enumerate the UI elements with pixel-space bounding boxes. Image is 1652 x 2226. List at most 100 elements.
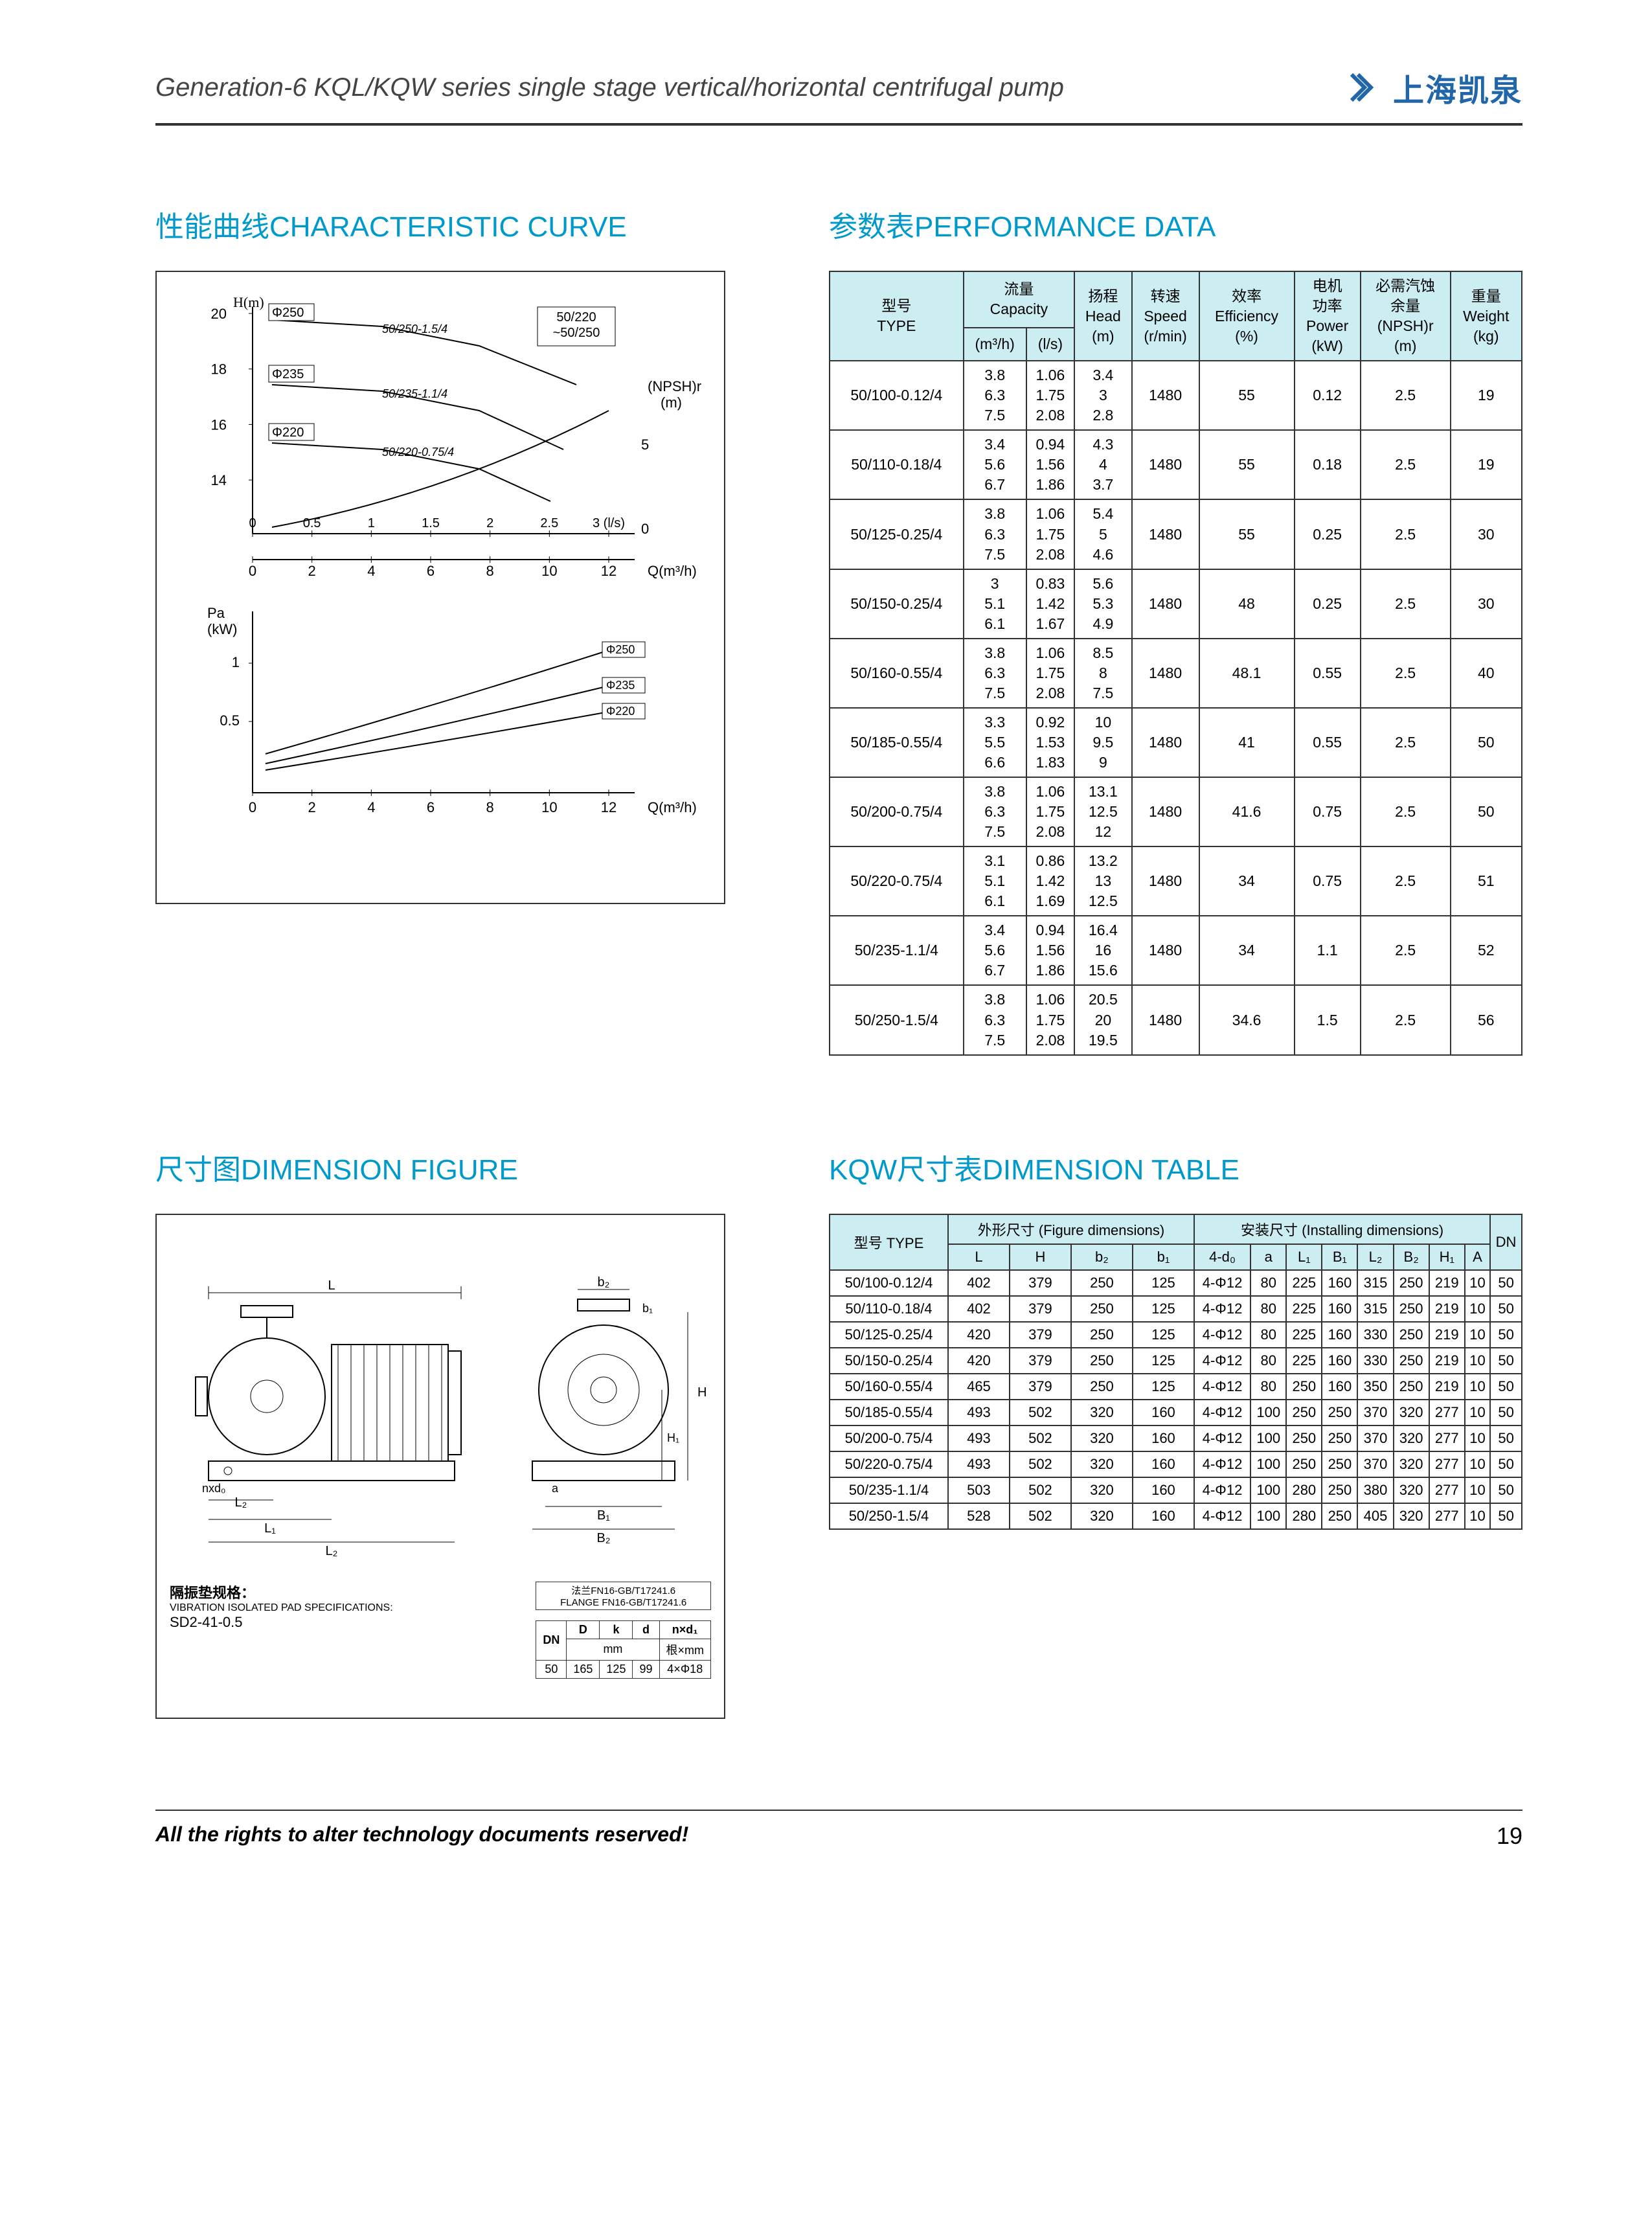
svg-text:14: 14 bbox=[211, 472, 227, 488]
dim-col-H: H bbox=[1010, 1244, 1071, 1270]
flange-title: 法兰FN16-GB/T17241.6 FLANGE FN16-GB/T17241… bbox=[536, 1582, 711, 1610]
dim-cell: 4-Φ12 bbox=[1194, 1296, 1250, 1322]
perf-row: 50/150-0.25/43 5.1 6.10.83 1.42 1.675.6 … bbox=[830, 569, 1522, 639]
dim-col-A: A bbox=[1465, 1244, 1490, 1270]
dim-cell: 402 bbox=[948, 1296, 1010, 1322]
dim-cell-type: 50/160-0.55/4 bbox=[830, 1374, 948, 1400]
fl-r-2: 125 bbox=[600, 1660, 633, 1678]
dim-cell: 277 bbox=[1429, 1477, 1465, 1503]
svg-text:(kW): (kW) bbox=[207, 621, 237, 637]
dim-row: 50/110-0.18/44023792501254-Φ128022516031… bbox=[830, 1296, 1522, 1322]
dim-cell: 402 bbox=[948, 1270, 1010, 1296]
dim-cell: 420 bbox=[948, 1348, 1010, 1374]
svg-text:Q(m³/h): Q(m³/h) bbox=[648, 799, 697, 815]
perf-h-weight: 重量 Weight (kg) bbox=[1451, 271, 1522, 361]
perf-cell-eff: 41.6 bbox=[1199, 777, 1295, 846]
flange-table: DN D k d n×d₁ mm根×mm 50 165 125 99 4 bbox=[536, 1620, 711, 1679]
dim-cell: 350 bbox=[1357, 1374, 1393, 1400]
dim-cell: 493 bbox=[948, 1400, 1010, 1425]
dim-cell-type: 50/100-0.12/4 bbox=[830, 1270, 948, 1296]
perf-cell-weight: 56 bbox=[1451, 985, 1522, 1054]
perf-cell-power: 0.75 bbox=[1295, 846, 1361, 916]
dim-cell: 125 bbox=[1133, 1322, 1194, 1348]
perf-cell-weight: 50 bbox=[1451, 708, 1522, 777]
dimfig-title: 尺寸图DIMENSION FIGURE bbox=[155, 1146, 751, 1188]
dim-cell: 493 bbox=[948, 1451, 1010, 1477]
dim-cell: 50 bbox=[1490, 1296, 1522, 1322]
perf-cell-ls: 1.06 1.75 2.08 bbox=[1026, 639, 1074, 708]
perf-cell-ls: 0.94 1.56 1.86 bbox=[1026, 430, 1074, 499]
dim-col-B₂: B₂ bbox=[1394, 1244, 1429, 1270]
dim-cell: 50 bbox=[1490, 1477, 1522, 1503]
dim-cell: 160 bbox=[1322, 1374, 1357, 1400]
svg-text:3 (l/s): 3 (l/s) bbox=[593, 516, 625, 530]
perf-h-eff: 效率 Efficiency (%) bbox=[1199, 271, 1295, 361]
perf-cell-speed: 1480 bbox=[1132, 777, 1199, 846]
dim-cell: 219 bbox=[1429, 1322, 1465, 1348]
perf-cell-npsh: 2.5 bbox=[1361, 777, 1451, 846]
svg-text:10: 10 bbox=[541, 799, 557, 815]
dim-cell: 250 bbox=[1394, 1296, 1429, 1322]
dim-cell: 502 bbox=[1010, 1400, 1071, 1425]
dim-cell: 219 bbox=[1429, 1296, 1465, 1322]
dim-cell: 250 bbox=[1071, 1374, 1133, 1400]
dim-cell-type: 50/150-0.25/4 bbox=[830, 1348, 948, 1374]
perf-cell-ls: 1.06 1.75 2.08 bbox=[1026, 499, 1074, 569]
dim-cell: 160 bbox=[1322, 1296, 1357, 1322]
svg-text:10: 10 bbox=[541, 563, 557, 579]
dim-cell: 4-Φ12 bbox=[1194, 1451, 1250, 1477]
dim-cell: 100 bbox=[1250, 1400, 1286, 1425]
dim-row: 50/185-0.55/44935023201604-Φ121002502503… bbox=[830, 1400, 1522, 1425]
dim-cell: 320 bbox=[1071, 1400, 1133, 1425]
footer-rights: All the rights to alter technology docum… bbox=[155, 1823, 688, 1850]
dim-cell: 160 bbox=[1133, 1425, 1194, 1451]
perf-cell-npsh: 2.5 bbox=[1361, 499, 1451, 569]
perf-cell-npsh: 2.5 bbox=[1361, 639, 1451, 708]
perf-row: 50/185-0.55/43.3 5.5 6.60.92 1.53 1.8310… bbox=[830, 708, 1522, 777]
perf-h-power: 电机 功率 Power (kW) bbox=[1295, 271, 1361, 361]
page-number: 19 bbox=[1497, 1823, 1522, 1850]
dim-cell-type: 50/200-0.75/4 bbox=[830, 1425, 948, 1451]
dim-cell: 315 bbox=[1357, 1270, 1393, 1296]
dim-cell: 277 bbox=[1429, 1425, 1465, 1451]
dim-cell: 493 bbox=[948, 1425, 1010, 1451]
perf-cell-ls: 1.06 1.75 2.08 bbox=[1026, 777, 1074, 846]
perf-h-speed: 转速 Speed (r/min) bbox=[1132, 271, 1199, 361]
page-header: Generation-6 KQL/KQW series single stage… bbox=[155, 65, 1522, 126]
perf-row: 50/220-0.75/43.1 5.1 6.10.86 1.42 1.6913… bbox=[830, 846, 1522, 916]
perf-cell-eff: 34.6 bbox=[1199, 985, 1295, 1054]
perf-cell-npsh: 2.5 bbox=[1361, 916, 1451, 985]
dim-cell: 50 bbox=[1490, 1400, 1522, 1425]
dim-cell: 330 bbox=[1357, 1348, 1393, 1374]
svg-text:2.5: 2.5 bbox=[540, 516, 558, 530]
dim-cell: 250 bbox=[1322, 1503, 1357, 1529]
dim-cell: 380 bbox=[1357, 1477, 1393, 1503]
perf-h-npsh: 必需汽蚀 余量 (NPSH)r (m) bbox=[1361, 271, 1451, 361]
svg-text:L₂: L₂ bbox=[326, 1544, 338, 1558]
dim-cell: 10 bbox=[1465, 1322, 1490, 1348]
curve-title: 性能曲线CHARACTERISTIC CURVE bbox=[155, 203, 751, 245]
svg-text:2: 2 bbox=[308, 799, 316, 815]
perf-cell-m3h: 3.8 6.3 7.5 bbox=[964, 639, 1026, 708]
perf-cell-m3h: 3.4 5.6 6.7 bbox=[964, 916, 1026, 985]
perf-cell-eff: 48.1 bbox=[1199, 639, 1295, 708]
dim-cell: 10 bbox=[1465, 1503, 1490, 1529]
dim-cell: 320 bbox=[1071, 1477, 1133, 1503]
dim-cell: 277 bbox=[1429, 1451, 1465, 1477]
dim-h-dn: DN bbox=[1490, 1214, 1522, 1270]
svg-text:0: 0 bbox=[249, 516, 256, 530]
svg-text:8: 8 bbox=[486, 799, 494, 815]
perf-row: 50/110-0.18/43.4 5.6 6.70.94 1.56 1.864.… bbox=[830, 430, 1522, 499]
dimension-figure: LL₂L₁L₂nxd₀b₂b₁HH₁aB₁B₂ 隔振垫规格： VIBRATION… bbox=[155, 1214, 725, 1719]
svg-text:0.5: 0.5 bbox=[220, 712, 240, 729]
dim-cell: 80 bbox=[1250, 1270, 1286, 1296]
dim-cell: 320 bbox=[1071, 1451, 1133, 1477]
dim-col-L₂: L₂ bbox=[1357, 1244, 1393, 1270]
dim-cell: 4-Φ12 bbox=[1194, 1374, 1250, 1400]
fl-unit2: 根×mm bbox=[659, 1639, 711, 1660]
perf-cell-speed: 1480 bbox=[1132, 846, 1199, 916]
dim-col-L₁: L₁ bbox=[1286, 1244, 1322, 1270]
dim-cell: 50 bbox=[1490, 1322, 1522, 1348]
perf-cell-weight: 19 bbox=[1451, 430, 1522, 499]
perf-cell-ls: 0.94 1.56 1.86 bbox=[1026, 916, 1074, 985]
